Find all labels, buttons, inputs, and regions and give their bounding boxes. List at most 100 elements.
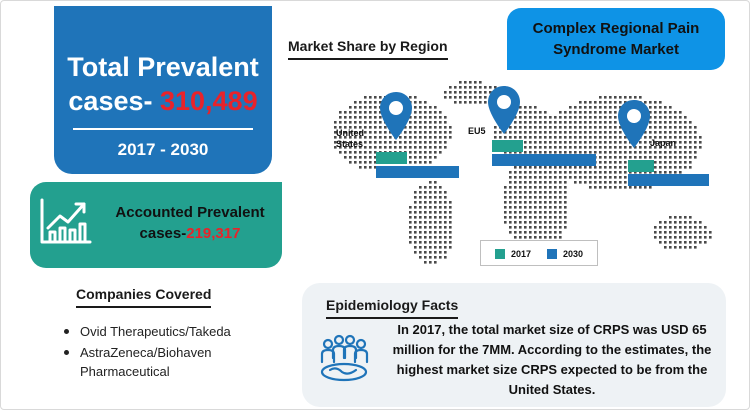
map-dot — [534, 206, 537, 209]
map-dot — [544, 116, 547, 119]
map-dot — [634, 186, 637, 189]
map-dot — [614, 181, 617, 184]
map-dot — [444, 221, 447, 224]
map-dot — [589, 171, 592, 174]
map-dot — [524, 131, 527, 134]
map-dot — [549, 196, 552, 199]
map-dot — [424, 246, 427, 249]
map-dot — [539, 136, 542, 139]
chart-legend: 2017 2030 — [480, 240, 598, 266]
map-dot — [669, 146, 672, 149]
map-dot — [529, 221, 532, 224]
map-dot — [349, 131, 352, 134]
map-dot — [424, 106, 427, 109]
map-dot — [514, 221, 517, 224]
map-dot — [654, 126, 657, 129]
map-dot — [444, 246, 447, 249]
map-dot — [424, 186, 427, 189]
map-dot — [674, 136, 677, 139]
map-dot — [564, 146, 567, 149]
map-dot — [359, 101, 362, 104]
map-dot — [359, 111, 362, 114]
map-dot — [679, 116, 682, 119]
map-dot — [529, 206, 532, 209]
map-dot — [624, 136, 627, 139]
map-dot — [434, 146, 437, 149]
map-dot — [539, 176, 542, 179]
map-dot — [429, 241, 432, 244]
map-dot — [604, 146, 607, 149]
map-dot — [584, 116, 587, 119]
map-dot — [439, 196, 442, 199]
map-dot — [439, 191, 442, 194]
map-dot — [594, 111, 597, 114]
map-dot — [419, 216, 422, 219]
market-title-bubble: Complex Regional Pain Syndrome Market — [507, 8, 725, 70]
map-dot — [599, 136, 602, 139]
map-dot — [554, 116, 557, 119]
map-dot — [579, 131, 582, 134]
map-dot — [514, 196, 517, 199]
growth-chart-icon — [40, 198, 92, 244]
map-dot — [334, 136, 337, 139]
map-dot — [414, 131, 417, 134]
map-dot — [429, 146, 432, 149]
map-dot — [659, 116, 662, 119]
map-dot — [519, 226, 522, 229]
map-dot — [409, 241, 412, 244]
map-dot — [659, 236, 662, 239]
map-dot — [684, 226, 687, 229]
map-dot — [349, 156, 352, 159]
map-dot — [644, 156, 647, 159]
map-dot — [519, 116, 522, 119]
map-dot — [389, 146, 392, 149]
map-dot — [519, 121, 522, 124]
map-dot — [484, 101, 487, 104]
map-dot — [689, 236, 692, 239]
map-dot — [484, 91, 487, 94]
map-dot — [434, 136, 437, 139]
map-dot — [554, 146, 557, 149]
map-dot — [659, 151, 662, 154]
map-dot — [539, 131, 542, 134]
map-dot — [429, 181, 432, 184]
map-dot — [609, 106, 612, 109]
map-dot — [434, 211, 437, 214]
market-share-heading-underline — [288, 58, 448, 60]
map-dot — [354, 131, 357, 134]
map-dot — [464, 101, 467, 104]
map-dot — [664, 166, 667, 169]
map-dot — [519, 196, 522, 199]
map-dot — [604, 186, 607, 189]
map-dot — [374, 116, 377, 119]
map-dot — [584, 106, 587, 109]
company-item: Ovid Therapeutics/Takeda — [62, 322, 282, 341]
map-dot — [444, 116, 447, 119]
map-dot — [524, 151, 527, 154]
map-dot — [424, 206, 427, 209]
map-dot — [449, 226, 452, 229]
map-dot — [484, 96, 487, 99]
map-dot — [624, 146, 627, 149]
region-label-japan: Japan — [650, 138, 677, 148]
map-dot — [579, 171, 582, 174]
map-dot — [444, 216, 447, 219]
map-dot — [429, 226, 432, 229]
map-dot — [369, 156, 372, 159]
map-dot — [684, 156, 687, 159]
map-dot — [624, 176, 627, 179]
map-dot — [494, 126, 497, 129]
map-dot — [619, 101, 622, 104]
map-dot — [679, 171, 682, 174]
map-dot — [659, 121, 662, 124]
map-dot — [524, 206, 527, 209]
map-dot — [549, 176, 552, 179]
map-dot — [569, 141, 572, 144]
map-dot — [569, 136, 572, 139]
map-dot — [664, 156, 667, 159]
map-dot — [524, 166, 527, 169]
map-dot — [444, 256, 447, 259]
map-dot — [424, 151, 427, 154]
map-dot — [529, 121, 532, 124]
map-dot — [704, 231, 707, 234]
